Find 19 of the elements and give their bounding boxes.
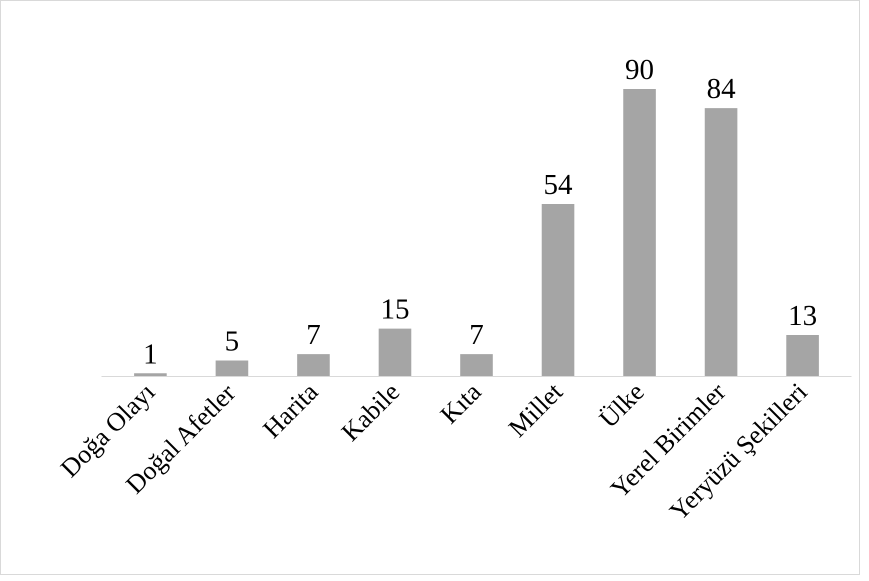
data-label: 5 xyxy=(224,326,240,358)
bar xyxy=(216,360,248,376)
bar xyxy=(297,354,330,376)
data-label: 90 xyxy=(625,54,654,86)
data-label: 1 xyxy=(143,338,158,370)
bar xyxy=(378,328,412,376)
data-label: 13 xyxy=(788,300,818,332)
bar xyxy=(542,204,574,376)
x-tick-label: Kıta xyxy=(434,376,488,430)
data-label: 7 xyxy=(306,319,321,352)
bar xyxy=(460,354,493,376)
data-label: 15 xyxy=(380,294,410,326)
bar xyxy=(704,108,738,376)
data-label: 84 xyxy=(706,73,736,106)
bar xyxy=(623,89,656,376)
data-label: 7 xyxy=(469,319,484,352)
bar xyxy=(786,334,819,376)
x-tick-label: Ülke xyxy=(594,377,650,434)
data-label: 54 xyxy=(544,169,574,201)
